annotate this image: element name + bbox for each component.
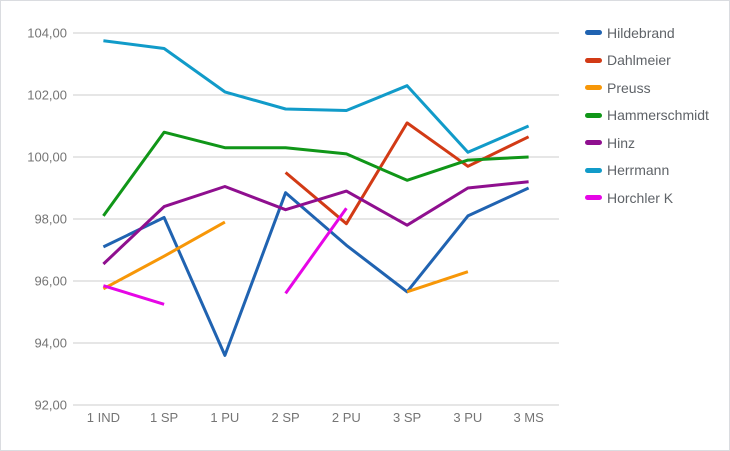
legend: Hildebrand Dahlmeier Preuss Hammerschmidt Hi… (585, 19, 709, 212)
legend-swatch (585, 195, 602, 201)
series-line-hammerschmidt (102, 130, 529, 217)
legend-item-hinz[interactable]: Hinz (585, 129, 709, 157)
x-axis-label: 2 SP (272, 410, 300, 425)
plot-area: 92,00 94,00 96,00 98,00 100,00 102,00 104,00 1 … (27, 26, 559, 425)
x-axis-label: 1 IND (87, 410, 120, 425)
legend-label: Hammerschmidt (607, 107, 709, 124)
x-axis-label: 1 PU (210, 410, 239, 425)
legend-swatch (585, 140, 602, 146)
legend-label: Hildebrand (607, 24, 675, 41)
y-axis-tick-label: 98,00 (34, 212, 67, 227)
legend-label: Horchler K (607, 189, 674, 206)
x-axis-label: 3 SP (393, 410, 421, 425)
y-axis-tick-label: 94,00 (34, 336, 67, 351)
y-axis-tick-label: 104,00 (27, 26, 67, 41)
y-axis-tick-label: 92,00 (34, 398, 67, 413)
x-axis-label: 3 PU (453, 410, 482, 425)
legend-swatch (585, 57, 602, 63)
x-axis-label: 3 MS (513, 410, 544, 425)
series-line-hildebrand (102, 186, 530, 357)
y-axis-tick-label: 100,00 (27, 150, 67, 165)
legend-item-herrmann[interactable]: Herrmann (585, 157, 709, 185)
series-line-dahlmeier (284, 121, 530, 226)
legend-item-dahlmeier[interactable]: Dahlmeier (585, 47, 709, 75)
x-axis-label: 2 PU (332, 410, 361, 425)
legend-label: Dahlmeier (607, 52, 671, 69)
legend-label: Preuss (607, 79, 651, 96)
legend-item-hammerschmidt[interactable]: Hammerschmidt (585, 102, 709, 130)
legend-item-hildebrand[interactable]: Hildebrand (585, 19, 709, 47)
series-line-hinz (102, 180, 529, 266)
series-line-herrmann (103, 39, 530, 154)
legend-swatch (585, 112, 602, 118)
y-axis-tick-label: 102,00 (27, 88, 67, 103)
legend-label: Hinz (607, 134, 636, 151)
series-line-horchler-k (102, 207, 348, 306)
legend-item-horchler-k[interactable]: Horchler K (585, 184, 709, 212)
legend-swatch (585, 167, 602, 173)
legend-label: Herrmann (607, 162, 670, 179)
y-axis-tick-label: 96,00 (34, 274, 67, 289)
legend-item-preuss[interactable]: Preuss (585, 74, 709, 102)
legend-swatch (585, 30, 602, 36)
legend-swatch (585, 85, 602, 91)
x-axis-label: 1 SP (150, 410, 178, 425)
series-line-preuss (102, 220, 469, 294)
